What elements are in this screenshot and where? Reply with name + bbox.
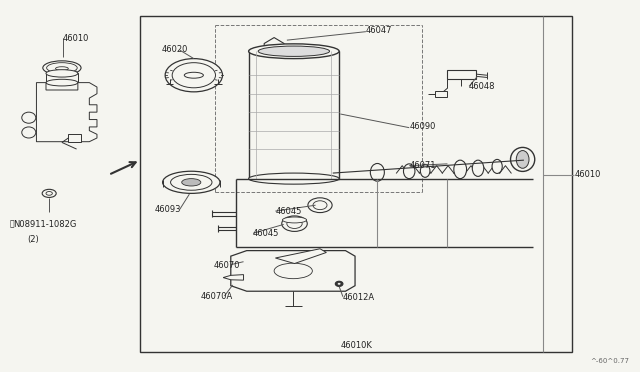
Polygon shape <box>68 134 81 142</box>
Ellipse shape <box>47 62 77 73</box>
Polygon shape <box>36 83 97 142</box>
Ellipse shape <box>271 63 276 65</box>
Ellipse shape <box>269 62 278 66</box>
Ellipse shape <box>43 61 81 75</box>
Bar <box>248 51 339 179</box>
Polygon shape <box>264 38 284 61</box>
Polygon shape <box>46 73 78 83</box>
Ellipse shape <box>171 174 212 190</box>
Text: 46047: 46047 <box>366 26 392 35</box>
Ellipse shape <box>182 179 201 186</box>
Text: 46020: 46020 <box>162 45 188 54</box>
Ellipse shape <box>258 46 330 57</box>
Text: 46093: 46093 <box>154 205 181 215</box>
Bar <box>447 70 476 79</box>
Ellipse shape <box>420 164 430 177</box>
Polygon shape <box>231 251 355 291</box>
Ellipse shape <box>22 112 36 123</box>
Polygon shape <box>223 275 244 280</box>
Ellipse shape <box>472 160 484 176</box>
Ellipse shape <box>247 266 271 280</box>
Text: Ⓝ: Ⓝ <box>10 219 14 228</box>
Text: ^-60^0.77: ^-60^0.77 <box>590 358 629 365</box>
Text: 46070A: 46070A <box>201 292 233 301</box>
Ellipse shape <box>165 59 223 92</box>
Ellipse shape <box>304 261 336 281</box>
Text: 46010: 46010 <box>575 170 601 179</box>
Ellipse shape <box>56 67 68 70</box>
Text: 46010: 46010 <box>63 34 89 43</box>
Ellipse shape <box>511 147 535 171</box>
Text: 46010K: 46010K <box>341 341 373 350</box>
Ellipse shape <box>516 151 529 168</box>
Text: 46071: 46071 <box>409 161 436 170</box>
Ellipse shape <box>248 173 339 184</box>
Text: N08911-1082G: N08911-1082G <box>13 220 76 229</box>
Ellipse shape <box>313 201 327 210</box>
Bar <box>435 92 447 97</box>
Ellipse shape <box>287 219 302 228</box>
Ellipse shape <box>309 264 331 278</box>
Ellipse shape <box>253 269 265 276</box>
Text: 46012A: 46012A <box>343 293 375 302</box>
Ellipse shape <box>42 189 56 198</box>
Text: 46090: 46090 <box>409 122 436 131</box>
Text: (2): (2) <box>27 235 38 244</box>
Ellipse shape <box>22 127 36 138</box>
Ellipse shape <box>46 79 78 86</box>
Ellipse shape <box>315 267 325 274</box>
Polygon shape <box>275 249 326 263</box>
Ellipse shape <box>403 164 415 179</box>
Ellipse shape <box>184 72 204 78</box>
Text: 46070: 46070 <box>214 261 240 270</box>
Ellipse shape <box>282 216 307 231</box>
Ellipse shape <box>274 263 312 279</box>
Ellipse shape <box>308 198 332 212</box>
Text: 46048: 46048 <box>469 82 495 91</box>
Text: 46045: 46045 <box>253 230 280 238</box>
Text: 46045: 46045 <box>275 206 302 216</box>
Ellipse shape <box>271 46 277 53</box>
Ellipse shape <box>46 70 78 77</box>
Ellipse shape <box>492 160 502 173</box>
Ellipse shape <box>172 62 216 88</box>
Ellipse shape <box>242 263 277 283</box>
Ellipse shape <box>248 44 339 59</box>
Ellipse shape <box>335 281 343 286</box>
Ellipse shape <box>337 283 341 285</box>
Ellipse shape <box>454 160 467 179</box>
Ellipse shape <box>371 163 385 181</box>
Ellipse shape <box>46 192 52 195</box>
Ellipse shape <box>282 217 307 223</box>
Ellipse shape <box>163 171 220 193</box>
Bar <box>140 16 572 352</box>
